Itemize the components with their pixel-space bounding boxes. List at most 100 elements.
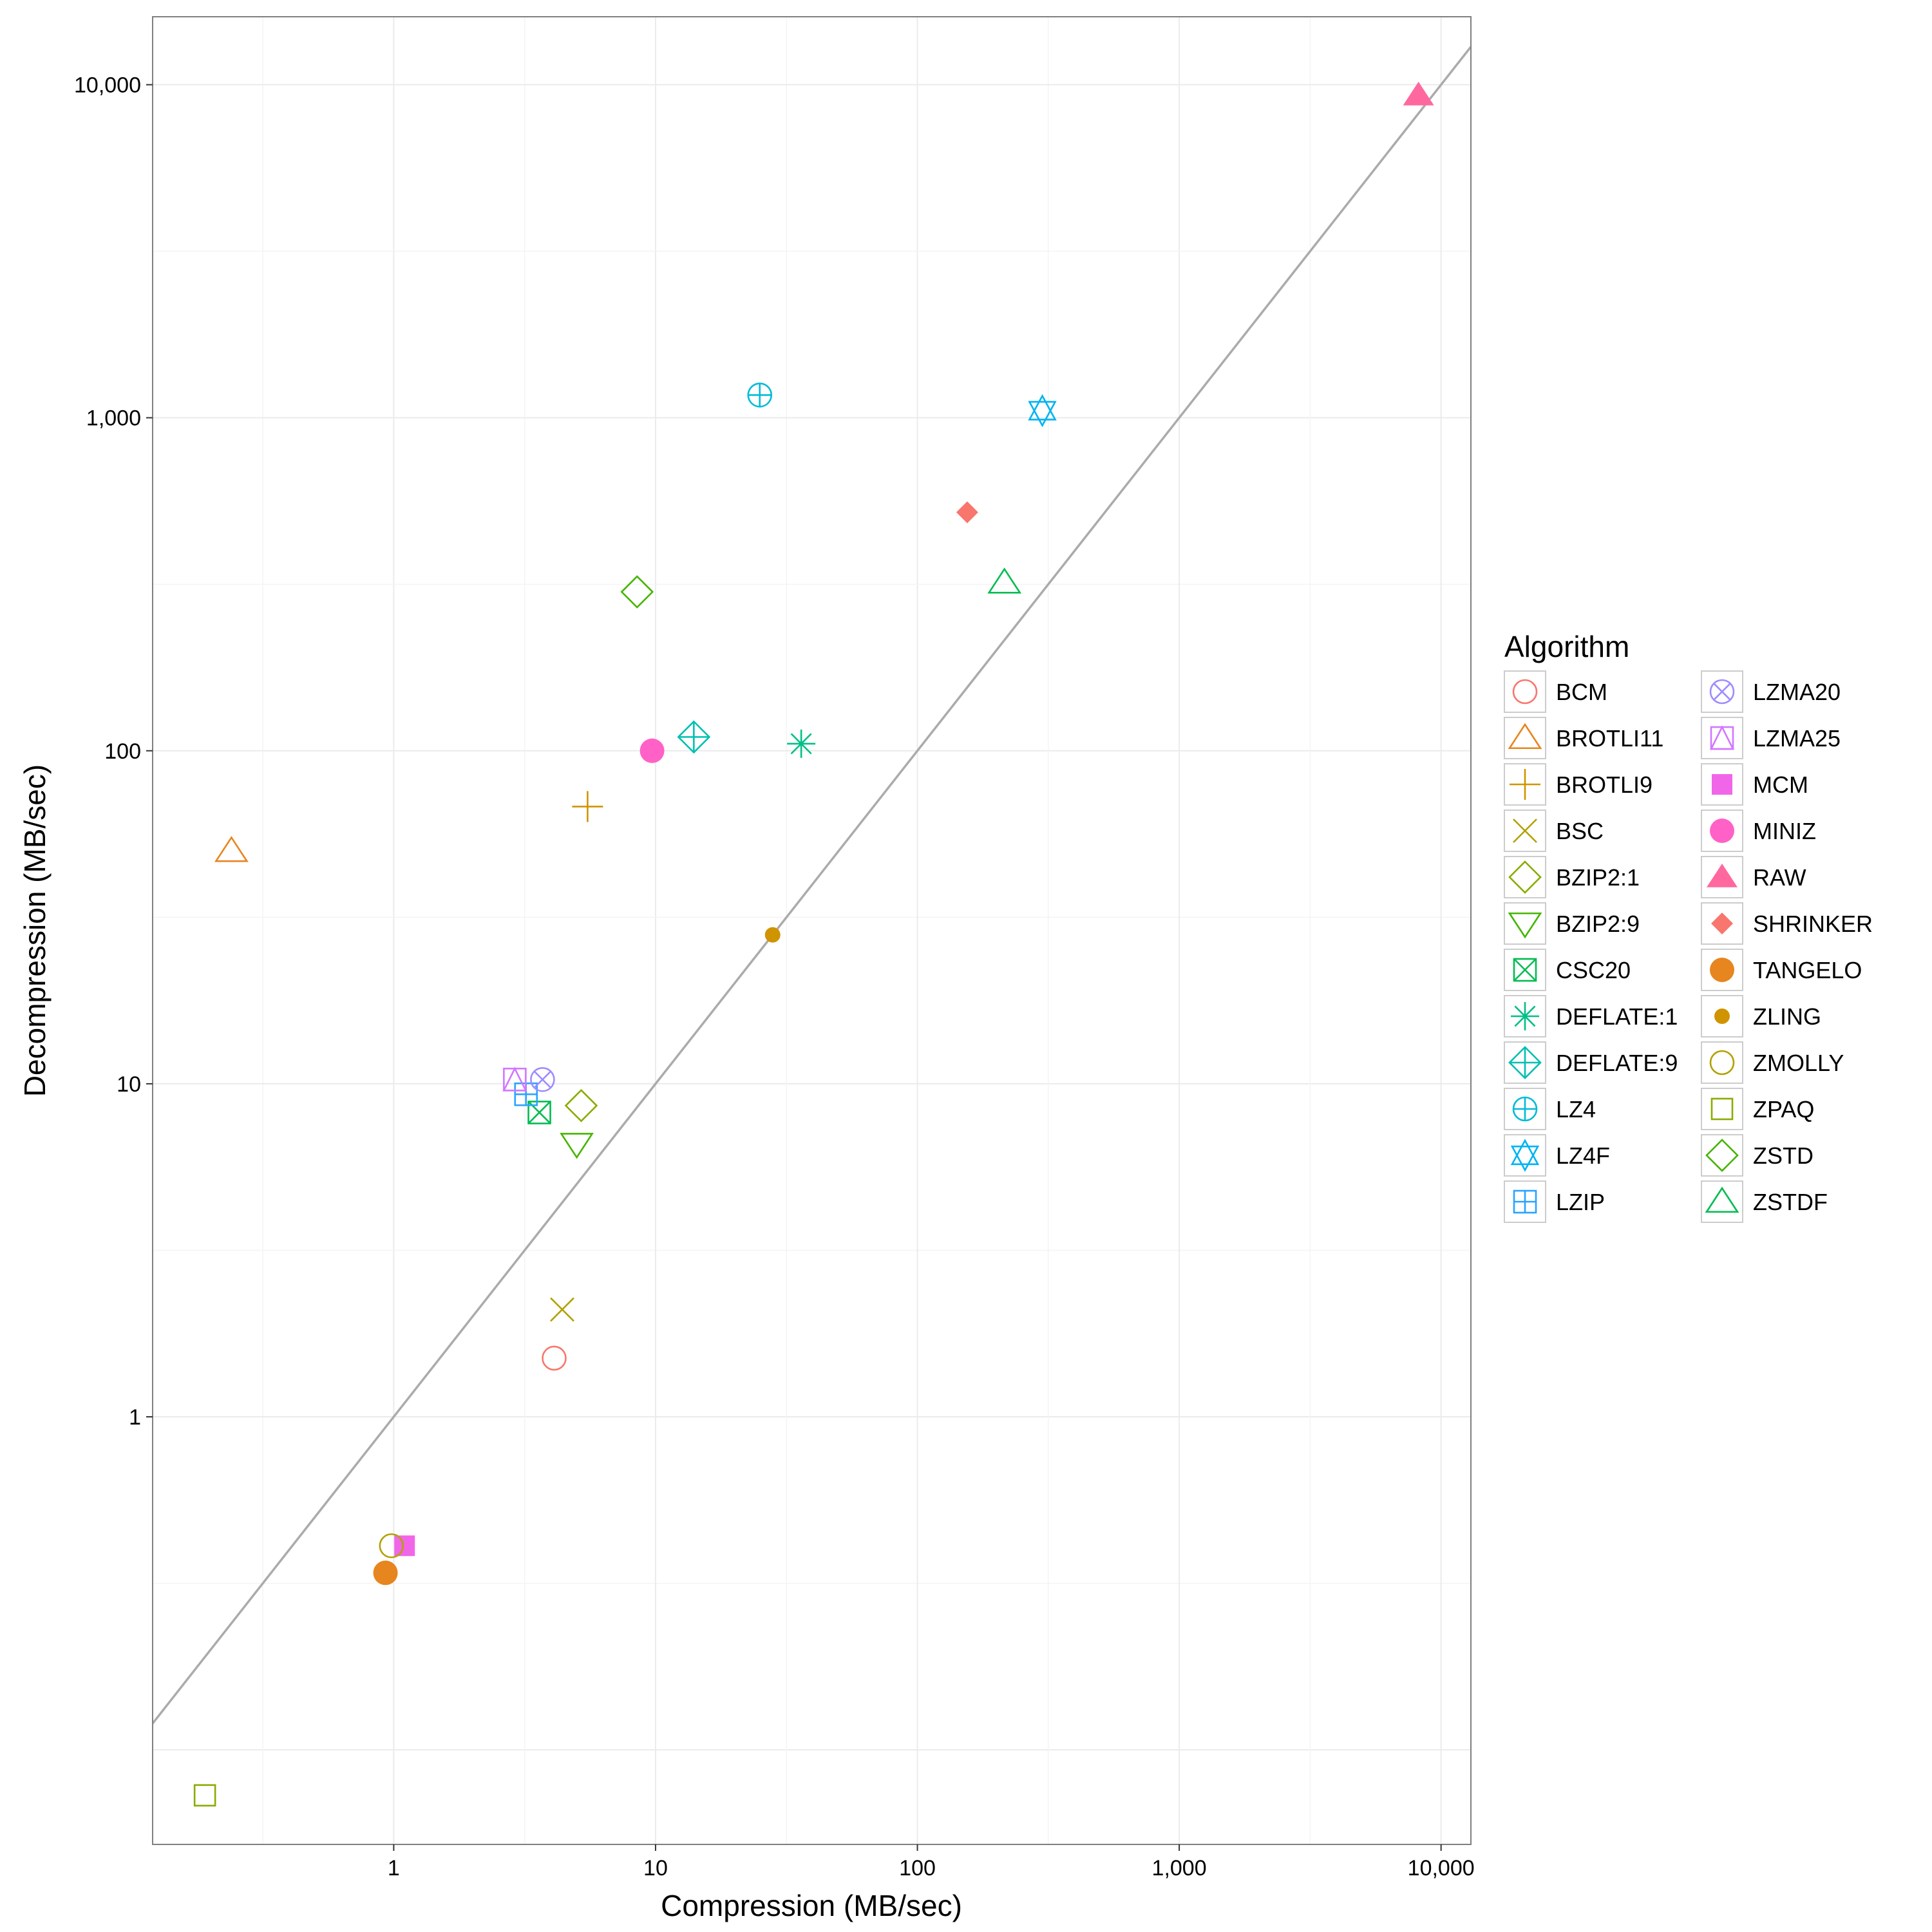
- legend-item-deflate-1: DEFLATE:1: [1504, 995, 1678, 1037]
- point-bzip2-1: [564, 1088, 598, 1122]
- legend-item-zling: ZLING: [1701, 995, 1821, 1037]
- legend-item-zpaq: ZPAQ: [1701, 1088, 1814, 1130]
- point-brotli9: [572, 791, 603, 822]
- legend-label: LZMA25: [1753, 725, 1841, 752]
- legend-key-box: [1701, 1041, 1743, 1084]
- legend-item-zstd: ZSTD: [1701, 1134, 1814, 1177]
- y-tick-label: 1,000: [86, 406, 141, 431]
- point-zpaq: [193, 1784, 216, 1807]
- legend-key-box: [1504, 856, 1546, 898]
- point-lz4f: [1028, 393, 1057, 428]
- y-tick-label: 10,000: [74, 73, 141, 98]
- legend-label: DEFLATE:9: [1556, 1050, 1678, 1076]
- legend-item-csc20: CSC20: [1504, 949, 1631, 991]
- x-tick-label: 1,000: [1152, 1856, 1207, 1880]
- legend-item-zmolly: ZMOLLY: [1701, 1041, 1844, 1084]
- legend-key-symbol: [1508, 723, 1542, 750]
- legend-key-box: [1701, 717, 1743, 759]
- legend-label: LZ4: [1556, 1096, 1596, 1122]
- legend-label: ZSTDF: [1753, 1189, 1828, 1215]
- point-lz4: [747, 383, 773, 408]
- legend-key-box: [1504, 810, 1546, 852]
- legend-label: BROTLI11: [1556, 725, 1663, 752]
- legend-key-box: [1701, 949, 1743, 991]
- legend-item-zstdf: ZSTDF: [1701, 1180, 1828, 1223]
- y-tick-label: 1: [129, 1405, 141, 1430]
- legend-label: LZMA20: [1753, 679, 1841, 705]
- point-raw: [1403, 81, 1434, 106]
- point-mcm: [394, 1535, 415, 1557]
- y-axis-title: Decompression (MB/sec): [18, 764, 52, 1097]
- y-tick-label: 10: [117, 1072, 141, 1097]
- legend-item-lzma20: LZMA20: [1701, 670, 1841, 713]
- legend-label: RAW: [1753, 864, 1806, 891]
- legend-label: BZIP2:9: [1556, 911, 1640, 937]
- legend-label: BROTLI9: [1556, 772, 1653, 798]
- legend-key-symbol: [1512, 1096, 1538, 1122]
- point-lzma20: [530, 1066, 555, 1092]
- x-tick-label: 10: [643, 1856, 668, 1880]
- legend-label: BZIP2:1: [1556, 864, 1640, 891]
- point-csc20: [527, 1101, 551, 1124]
- legend-item-bzip2-1: BZIP2:1: [1504, 856, 1640, 898]
- point-zmolly: [379, 1533, 404, 1558]
- grid: [153, 17, 1471, 1844]
- legend-key-symbol: [1508, 1046, 1542, 1079]
- legend-item-miniz: MINIZ: [1701, 810, 1816, 852]
- point-bsc: [550, 1297, 574, 1322]
- legend-key-box: [1701, 1134, 1743, 1177]
- y-axis-ticks: 1 10 100 1,000 10,000: [74, 73, 153, 1430]
- legend-key-symbol: [1705, 1139, 1739, 1172]
- legend-key-symbol: [1709, 1050, 1735, 1075]
- legend-label: ZSTD: [1753, 1142, 1814, 1169]
- legend-item-lz4f: LZ4F: [1504, 1134, 1610, 1177]
- data-points: [193, 81, 1434, 1807]
- point-deflate-9: [677, 720, 711, 754]
- legend-item-shrinker: SHRINKER: [1701, 902, 1873, 945]
- legend-item-lzip: LZIP: [1504, 1180, 1605, 1223]
- legend-label: CSC20: [1556, 957, 1631, 983]
- legend-title: Algorithm: [1504, 630, 1629, 663]
- y-tick-label: 100: [104, 739, 141, 764]
- point-zling: [764, 927, 781, 943]
- legend-key-symbol: [1510, 769, 1540, 800]
- point-bzip2-9: [560, 1133, 594, 1159]
- legend-item-bzip2-9: BZIP2:9: [1504, 902, 1640, 945]
- x-tick-label: 1: [388, 1856, 400, 1880]
- legend-item-brotli9: BROTLI9: [1504, 763, 1653, 806]
- legend-key-symbol: [1710, 1097, 1734, 1121]
- legend-key-symbol: [1707, 864, 1738, 887]
- legend-key-symbol: [1513, 819, 1537, 843]
- legend-label: ZPAQ: [1753, 1096, 1814, 1122]
- legend-label: ZLING: [1753, 1003, 1821, 1030]
- x-tick-label: 10,000: [1408, 1856, 1475, 1880]
- legend-item-tangelo: TANGELO: [1701, 949, 1862, 991]
- legend-key-symbol: [1712, 774, 1732, 795]
- legend-label: TANGELO: [1753, 957, 1862, 983]
- legend-label: BCM: [1556, 679, 1607, 705]
- legend-label: SHRINKER: [1753, 911, 1873, 937]
- legend-key-symbol: [1508, 912, 1542, 939]
- legend-key-box: [1701, 1088, 1743, 1130]
- legend-item-mcm: MCM: [1701, 763, 1808, 806]
- reference-line: [151, 46, 1472, 1725]
- legend-key-symbol: [1709, 679, 1735, 705]
- legend-label: MINIZ: [1753, 818, 1816, 844]
- point-brotli11: [214, 836, 249, 862]
- legend-item-deflate-9: DEFLATE:9: [1504, 1041, 1678, 1084]
- x-tick-label: 100: [899, 1856, 936, 1880]
- point-shrinker: [956, 501, 978, 524]
- legend: Algorithm BCM BROTLI11 BROTLI9 BSC BZIP2:1 BZ…: [1504, 630, 1873, 1223]
- legend-key-symbol: [1711, 913, 1733, 934]
- plot-panel-border: [152, 16, 1472, 1845]
- legend-key-symbol: [1513, 1189, 1537, 1214]
- point-zstdf: [987, 567, 1022, 594]
- legend-key-symbol: [1511, 1002, 1539, 1030]
- legend-key-symbol: [1710, 819, 1734, 843]
- point-deflate-1: [787, 729, 816, 758]
- legend-item-brotli11: BROTLI11: [1504, 717, 1663, 759]
- point-tangelo: [373, 1560, 398, 1586]
- legend-key-symbol: [1508, 860, 1542, 894]
- legend-label: BSC: [1556, 818, 1604, 844]
